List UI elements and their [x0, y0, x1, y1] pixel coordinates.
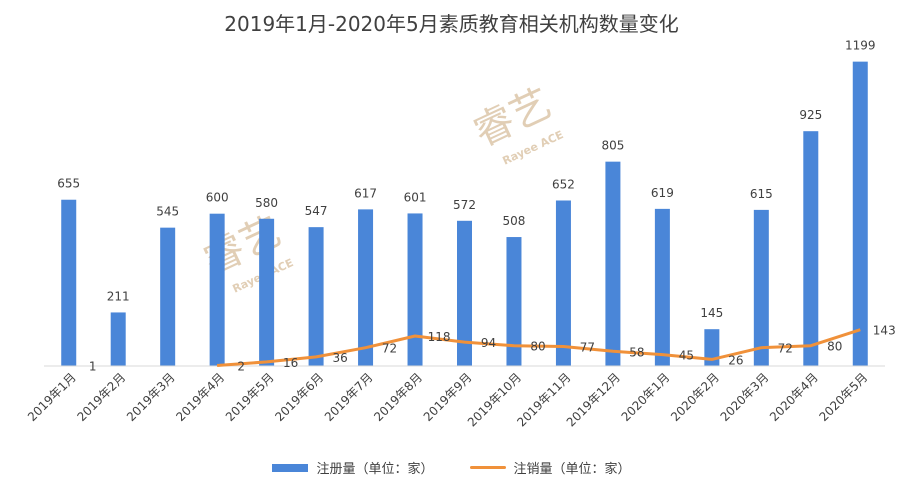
- bar[interactable]: [654, 208, 670, 366]
- bar-value-label: 1199: [845, 39, 876, 53]
- bar[interactable]: [209, 213, 225, 366]
- x-tick-label: 2019年2月: [74, 370, 128, 424]
- line-value-label: 58: [629, 345, 644, 359]
- bar[interactable]: [160, 227, 176, 366]
- bar-value-label: 601: [404, 190, 427, 204]
- line-value-label: 77: [580, 340, 595, 354]
- line-value-label: 1: [89, 360, 97, 374]
- bar-value-label: 211: [107, 289, 130, 303]
- bar-value-label: 600: [206, 191, 229, 205]
- line-value-label: 94: [481, 336, 496, 350]
- bar-series: [61, 61, 868, 367]
- bar-value-label: 619: [651, 186, 674, 200]
- x-tick-label: 2020年1月: [619, 370, 673, 424]
- x-tick-label: 2019年6月: [272, 370, 326, 424]
- x-tick-label: 2020年4月: [767, 370, 821, 424]
- bar[interactable]: [308, 227, 324, 366]
- legend-label-registered: 注册量（单位：家）: [316, 462, 434, 477]
- x-tick-label: 2019年8月: [371, 370, 425, 424]
- line-value-label: 72: [778, 342, 793, 356]
- line-value-label: 45: [679, 349, 694, 363]
- bar[interactable]: [61, 199, 77, 366]
- x-tick-label: 2019年4月: [173, 370, 227, 424]
- bar[interactable]: [358, 209, 374, 366]
- x-tick-label: 2020年5月: [817, 370, 871, 424]
- bar[interactable]: [852, 61, 868, 367]
- line-value-label: 2: [237, 359, 245, 373]
- bar-value-label: 508: [503, 214, 526, 228]
- bar-value-label: 547: [305, 204, 328, 218]
- bar[interactable]: [457, 220, 472, 366]
- legend-item-registered[interactable]: 注册量（单位：家）: [272, 458, 434, 477]
- bar[interactable]: [407, 213, 423, 366]
- legend-item-cancelled[interactable]: 注销量（单位：家）: [469, 458, 631, 477]
- line-value-label: 80: [827, 340, 842, 354]
- legend-swatch-bar: [272, 463, 309, 472]
- line-value-label: 118: [428, 330, 451, 344]
- x-tick-label: 2020年3月: [718, 370, 772, 424]
- x-axis-ticks: 2019年1月2019年2月2019年3月2019年4月2019年5月2019年…: [25, 370, 870, 429]
- line-value-label: 72: [382, 342, 397, 356]
- bar[interactable]: [506, 237, 522, 366]
- bar-value-label: 925: [799, 108, 822, 122]
- legend-swatch-line: [469, 466, 506, 469]
- bar[interactable]: [605, 161, 621, 366]
- bar-value-label: 572: [453, 198, 476, 212]
- legend: 注册量（单位：家） 注销量（单位：家）: [0, 458, 903, 477]
- legend-label-cancelled: 注销量（单位：家）: [513, 462, 631, 477]
- bar-value-label: 652: [552, 177, 575, 191]
- line-value-label: 80: [530, 340, 545, 354]
- line-data-labels: 1 2 16 36 72 118 94 80 77 58 45 26 72 80 143: [89, 324, 896, 374]
- bar-data-labels: 655 211 545 600 580 547 617 601 572 508 652 805 619 1…: [57, 39, 875, 321]
- bar[interactable]: [555, 200, 571, 366]
- line-value-label: 26: [728, 353, 743, 367]
- line-value-label: 143: [873, 324, 896, 338]
- bar[interactable]: [110, 312, 126, 366]
- x-tick-label: 2019年7月: [322, 370, 376, 424]
- bar[interactable]: [753, 209, 769, 366]
- bar-value-label: 617: [354, 186, 377, 200]
- x-tick-label: 2019年12月: [564, 370, 623, 429]
- line-path[interactable]: [216, 328, 861, 367]
- bar[interactable]: [259, 218, 275, 366]
- x-tick-label: 2019年1月: [25, 370, 79, 424]
- x-tick-label: 2019年3月: [124, 370, 178, 424]
- bar-value-label: 545: [156, 205, 179, 219]
- x-tick-label: 2019年5月: [223, 370, 277, 424]
- x-tick-label: 2020年2月: [668, 370, 722, 424]
- bar-value-label: 805: [601, 139, 624, 153]
- bar[interactable]: [803, 131, 819, 366]
- x-tick-label: 2019年9月: [421, 370, 475, 424]
- chart-title: 2019年1月-2020年5月素质教育相关机构数量变化: [224, 12, 679, 36]
- line-value-label: 36: [332, 351, 347, 365]
- bar-value-label: 615: [750, 187, 773, 201]
- line-series: [216, 328, 861, 367]
- bar-value-label: 145: [700, 306, 723, 320]
- line-value-label: 16: [283, 356, 298, 370]
- bar[interactable]: [704, 329, 720, 366]
- bar-value-label: 580: [255, 196, 278, 210]
- bar-value-label: 655: [57, 177, 80, 191]
